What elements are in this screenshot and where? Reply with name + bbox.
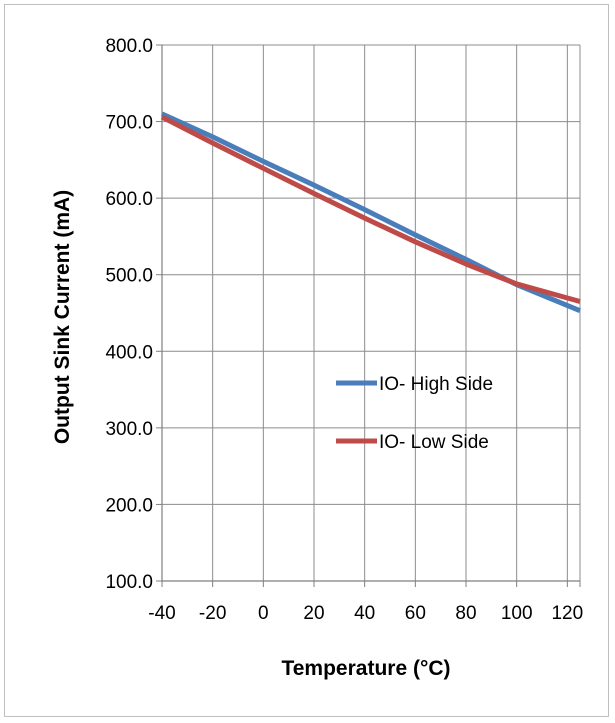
x-tick-label: 40 — [354, 603, 375, 624]
axes — [156, 44, 581, 587]
x-tick-label: -40 — [148, 603, 175, 624]
y-tick-label: 300.0 — [105, 419, 153, 440]
x-tick-label: 60 — [405, 603, 426, 624]
y-tick-label: 400.0 — [105, 342, 153, 363]
x-tick-label: 120 — [551, 603, 583, 624]
series-line-low-side — [160, 114, 581, 304]
x-tick-label: 100 — [501, 603, 533, 624]
line-chart: -40 -20 0 20 40 60 80 100 120 100.0 200.0 300.0 400… — [51, 36, 583, 680]
x-tick-labels: -40 -20 0 20 40 60 80 100 120 — [148, 603, 583, 624]
legend: IO- High Side IO- Low Side — [336, 374, 493, 453]
y-tick-label: 100.0 — [105, 572, 153, 593]
x-tick-label: -20 — [199, 603, 226, 624]
legend-label-high-side: IO- High Side — [379, 374, 493, 395]
y-tick-label: 600.0 — [105, 189, 153, 210]
x-axis-title: Temperature (°C) — [281, 657, 450, 680]
x-tick-label: 80 — [455, 603, 476, 624]
x-tick-label: 20 — [303, 603, 324, 624]
y-tick-label: 500.0 — [105, 266, 153, 287]
legend-label-low-side: IO- Low Side — [379, 432, 489, 453]
grid — [162, 44, 581, 581]
y-tick-labels: 100.0 200.0 300.0 400.0 500.0 600.0 700.0 800.0 — [105, 36, 153, 593]
x-tick-label: 0 — [258, 603, 269, 624]
series-line-high-side — [160, 111, 581, 314]
y-tick-label: 200.0 — [105, 495, 153, 516]
series-lines — [160, 111, 581, 314]
y-tick-label: 700.0 — [105, 113, 153, 134]
chart-frame: -40 -20 0 20 40 60 80 100 120 100.0 200.0 300.0 400… — [4, 4, 609, 717]
y-axis-title: Output Sink Current (mA) — [51, 190, 74, 444]
y-tick-label: 800.0 — [105, 36, 153, 57]
